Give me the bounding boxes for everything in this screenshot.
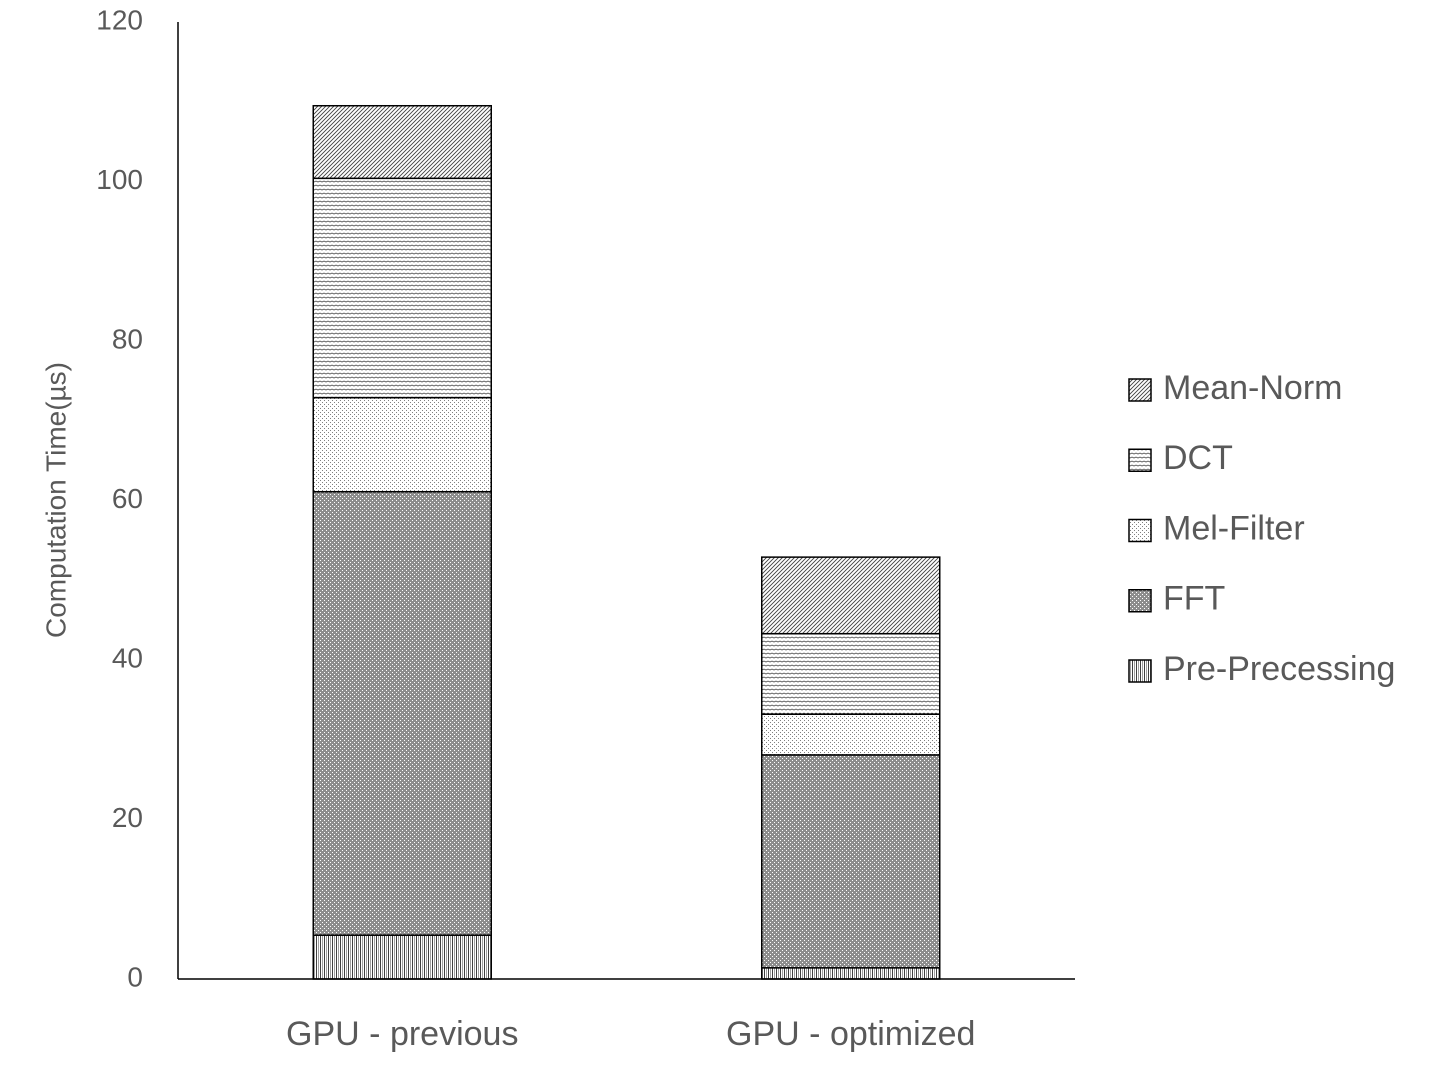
y-axis-title: Computation Time(µs) xyxy=(40,362,71,638)
bar-segment xyxy=(761,713,941,756)
bar-segment xyxy=(761,754,941,969)
bar-segment xyxy=(312,490,492,936)
x-tick-label: GPU - optimized xyxy=(726,1015,975,1053)
bar-segment xyxy=(761,967,941,980)
bar-segment xyxy=(312,104,492,180)
legend-label: FFT xyxy=(1163,580,1225,618)
y-tick-label: 60 xyxy=(112,483,143,514)
bar-segment xyxy=(312,177,492,399)
x-tick-label: GPU - previous xyxy=(286,1015,518,1053)
bar-segment xyxy=(761,556,941,635)
y-tick-label: 120 xyxy=(96,4,143,35)
y-tick-label: 100 xyxy=(96,164,143,195)
y-tick-label: 20 xyxy=(112,802,143,833)
y-tick-label: 80 xyxy=(112,323,143,354)
legend-swatch xyxy=(1128,659,1152,683)
legend-swatch xyxy=(1128,518,1152,543)
legend-label: Mel-Filter xyxy=(1163,509,1305,547)
y-tick-label: 0 xyxy=(127,961,143,992)
legend-swatch xyxy=(1128,589,1152,613)
legend-swatch xyxy=(1128,378,1152,402)
legend-label: DCT xyxy=(1163,439,1233,477)
legend-label: Pre-Precessing xyxy=(1163,650,1395,688)
bar-segment xyxy=(312,396,492,493)
legend-swatch xyxy=(1128,448,1152,472)
bar-segment xyxy=(761,632,941,715)
legend-label: Mean-Norm xyxy=(1163,369,1342,407)
y-tick-label: 40 xyxy=(112,642,143,673)
bar-segment xyxy=(312,934,492,980)
